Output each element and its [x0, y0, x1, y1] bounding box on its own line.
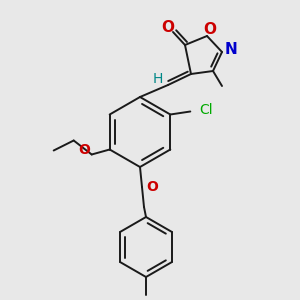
Text: H: H — [153, 72, 163, 86]
Text: O: O — [203, 22, 217, 37]
Text: O: O — [78, 142, 90, 157]
Text: Cl: Cl — [200, 103, 213, 116]
Text: O: O — [146, 180, 158, 194]
Text: O: O — [161, 20, 175, 35]
Text: N: N — [225, 43, 237, 58]
